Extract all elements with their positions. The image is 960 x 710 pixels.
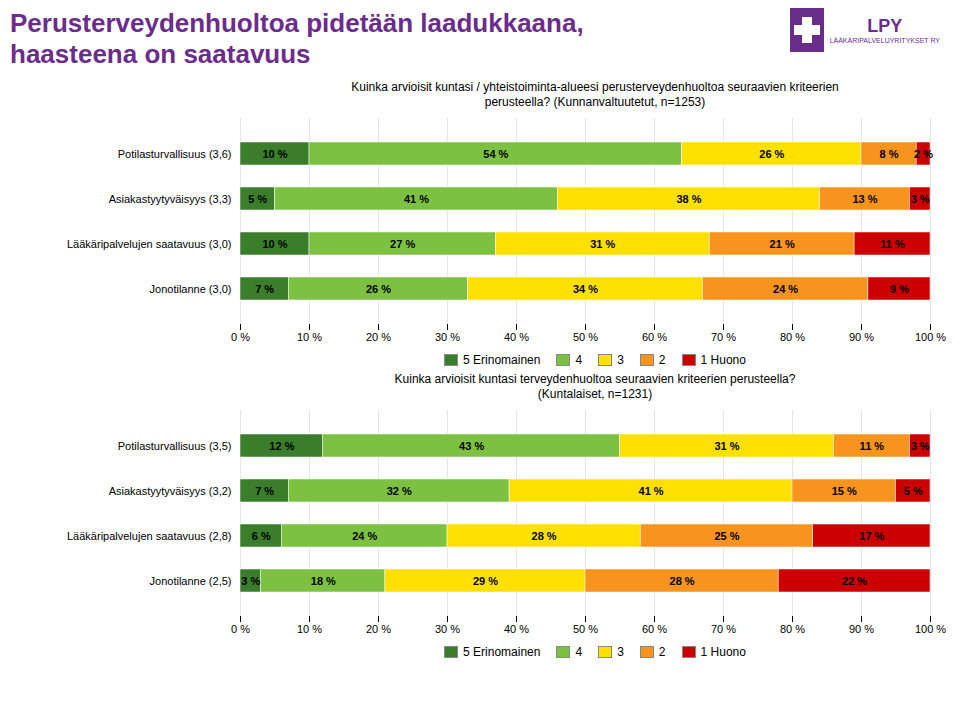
svg-text:15 %: 15 % <box>832 485 857 497</box>
svg-text:11 %: 11 % <box>860 440 885 452</box>
svg-text:Potilasturvallisuus (3,5): Potilasturvallisuus (3,5) <box>118 440 232 452</box>
svg-text:28 %: 28 % <box>670 575 695 587</box>
svg-text:25 %: 25 % <box>714 530 739 542</box>
svg-text:20 %: 20 % <box>366 623 391 635</box>
svg-text:9 %: 9 % <box>890 283 909 295</box>
html-text:2: 2 <box>658 353 666 367</box>
svg-text:17 %: 17 % <box>859 530 884 542</box>
svg-text:90 %: 90 % <box>849 623 874 635</box>
svg-text:Jonotilanne (2,5): Jonotilanne (2,5) <box>150 575 232 587</box>
svg-text:26 %: 26 % <box>366 283 391 295</box>
svg-text:34 %: 34 % <box>573 283 598 295</box>
svg-text:100 %: 100 % <box>915 331 946 343</box>
svg-text:26 %: 26 % <box>759 148 784 160</box>
svg-text:28 %: 28 % <box>532 530 557 542</box>
svg-text:Asiakastyytyväisyys (3,2): Asiakastyytyväisyys (3,2) <box>109 485 232 497</box>
svg-text:5 %: 5 % <box>904 485 923 497</box>
html-text:1 Huono: 1 Huono <box>700 353 746 367</box>
svg-text:10 %: 10 % <box>297 331 322 343</box>
svg-text:54 %: 54 % <box>483 148 508 160</box>
svg-text:31 %: 31 % <box>590 238 615 250</box>
svg-text:3 %: 3 % <box>911 440 930 452</box>
svg-text:5 %: 5 % <box>248 193 267 205</box>
svg-text:7 %: 7 % <box>255 283 274 295</box>
html-text:5 Erinomainen: 5 Erinomainen <box>463 353 541 367</box>
svg-text:24 %: 24 % <box>352 530 377 542</box>
svg-text:24 %: 24 % <box>773 283 798 295</box>
svg-text:8 %: 8 % <box>880 148 899 160</box>
svg-text:Lääkäripalvelujen saatavuus (2: Lääkäripalvelujen saatavuus (2,8) <box>67 530 232 542</box>
svg-text:10 %: 10 % <box>297 623 322 635</box>
svg-text:60 %: 60 % <box>642 331 667 343</box>
svg-text:100 %: 100 % <box>915 623 946 635</box>
svg-text:90 %: 90 % <box>849 331 874 343</box>
svg-text:10 %: 10 % <box>262 148 287 160</box>
html-text:3: 3 <box>617 645 624 659</box>
svg-text:12 %: 12 % <box>269 440 294 452</box>
svg-text:70 %: 70 % <box>711 331 736 343</box>
svg-text:7 %: 7 % <box>255 485 274 497</box>
svg-text:27 %: 27 % <box>390 238 415 250</box>
svg-text:30 %: 30 % <box>435 331 460 343</box>
svg-text:10 %: 10 % <box>262 238 287 250</box>
svg-text:40 %: 40 % <box>504 331 529 343</box>
svg-text:6 %: 6 % <box>252 530 271 542</box>
svg-text:Jonotilanne (3,0): Jonotilanne (3,0) <box>150 283 232 295</box>
html-text:LÄÄKÄRIPALVELUYRITYKSET RY: LÄÄKÄRIPALVELUYRITYKSET RY <box>829 37 940 44</box>
svg-text:Asiakastyytyväisyys (3,3): Asiakastyytyväisyys (3,3) <box>109 193 232 205</box>
svg-text:2 %: 2 % <box>914 148 933 160</box>
svg-text:Lääkäripalvelujen saatavuus (3: Lääkäripalvelujen saatavuus (3,0) <box>67 238 232 250</box>
html-text:Kuinka arvioisit kuntasi / yht: Kuinka arvioisit kuntasi / yhteistoimint… <box>351 80 839 109</box>
svg-text:Potilasturvallisuus (3,6): Potilasturvallisuus (3,6) <box>118 148 232 160</box>
svg-text:0 %: 0 % <box>231 623 250 635</box>
svg-text:38 %: 38 % <box>676 193 701 205</box>
svg-text:80 %: 80 % <box>780 331 805 343</box>
svg-text:50 %: 50 % <box>573 623 598 635</box>
svg-text:22 %: 22 % <box>842 575 867 587</box>
svg-text:60 %: 60 % <box>642 623 667 635</box>
svg-text:3 %: 3 % <box>241 575 260 587</box>
svg-text:30 %: 30 % <box>435 623 460 635</box>
svg-text:31 %: 31 % <box>714 440 739 452</box>
svg-text:40 %: 40 % <box>504 623 529 635</box>
svg-text:43 %: 43 % <box>459 440 484 452</box>
svg-text:3 %: 3 % <box>911 193 930 205</box>
html-text:3: 3 <box>617 353 624 367</box>
svg-text:80 %: 80 % <box>780 623 805 635</box>
svg-text:18 %: 18 % <box>311 575 336 587</box>
svg-text:11 %: 11 % <box>880 238 905 250</box>
svg-text:70 %: 70 % <box>711 623 736 635</box>
svg-text:21 %: 21 % <box>770 238 795 250</box>
svg-text:41 %: 41 % <box>639 485 664 497</box>
html-text:Kuinka arvioisit kuntasi terve: Kuinka arvioisit kuntasi terveydenhuolto… <box>394 372 796 401</box>
html-text:4: 4 <box>575 353 583 367</box>
svg-text:41 %: 41 % <box>404 193 429 205</box>
html-text:1 Huono: 1 Huono <box>700 645 746 659</box>
svg-text:0 %: 0 % <box>231 331 250 343</box>
html-text:5 Erinomainen: 5 Erinomainen <box>463 645 541 659</box>
html-text:4: 4 <box>575 645 583 659</box>
html-text:2: 2 <box>658 645 666 659</box>
html-text:Perusterveydenhuoltoa pidetään: Perusterveydenhuoltoa pidetään laadukkaa… <box>10 8 584 70</box>
svg-text:20 %: 20 % <box>366 331 391 343</box>
svg-text:32 %: 32 % <box>387 485 412 497</box>
svg-text:13 %: 13 % <box>852 193 877 205</box>
svg-text:50 %: 50 % <box>573 331 598 343</box>
svg-text:29 %: 29 % <box>473 575 498 587</box>
html-text:LPY: LPY <box>867 16 903 36</box>
